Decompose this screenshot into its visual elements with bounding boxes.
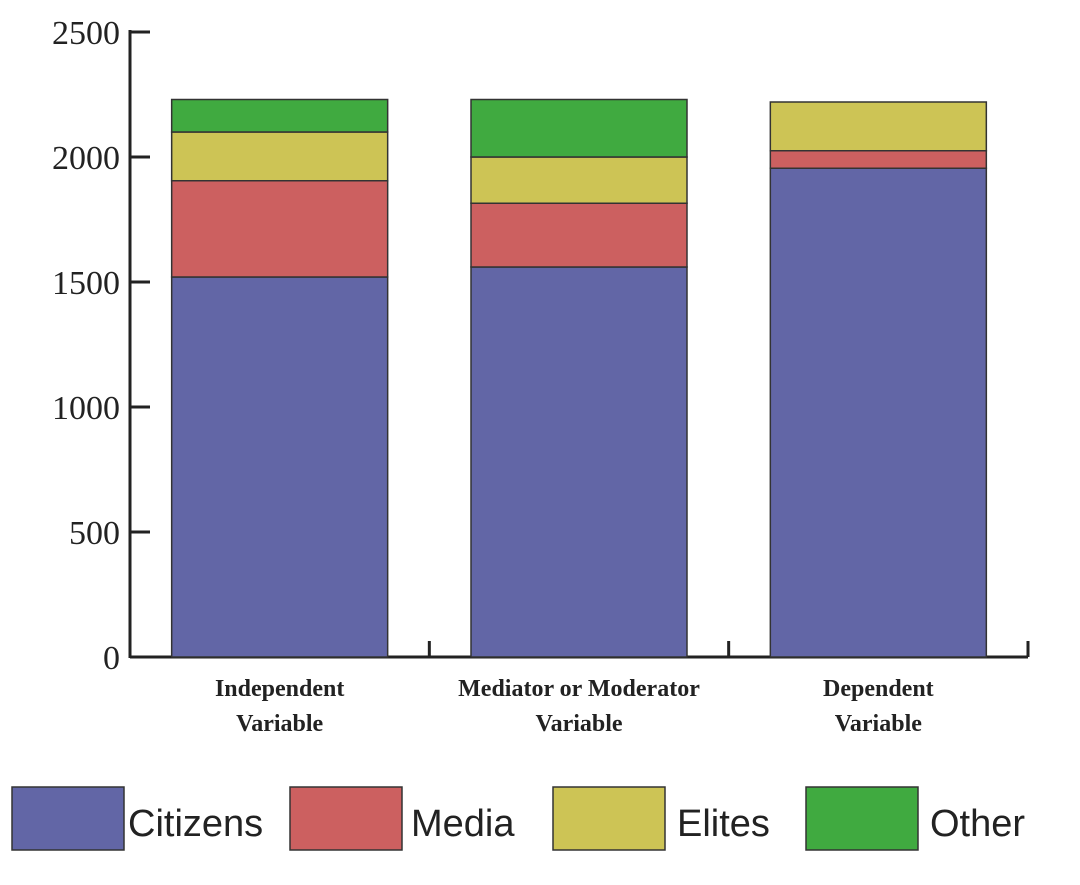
bar-segment-citizens	[170, 276, 389, 658]
bar-segment-elites	[170, 131, 389, 182]
legend-label-elites: Elites	[677, 803, 770, 845]
bar-segment-media	[769, 150, 988, 169]
category-label: Mediator or Moderator	[458, 676, 700, 702]
y-tick-label: 1500	[52, 265, 120, 302]
bar-segment-elites	[769, 101, 988, 152]
y-tick-label: 2000	[52, 140, 120, 177]
bars	[170, 98, 988, 658]
legend-label-media: Media	[411, 803, 515, 845]
category-label: Variable	[236, 711, 323, 737]
y-tick-label: 1000	[52, 390, 120, 427]
y-ticks: 0 500 1000 1500 2000 2500	[52, 15, 150, 677]
x-ticks	[427, 641, 1030, 657]
legend-swatch-other	[805, 786, 919, 851]
category-label: Variable	[835, 711, 922, 737]
legend-swatch-media	[289, 786, 403, 851]
legend-swatch-elites	[552, 786, 666, 851]
bar-segment-citizens	[769, 167, 988, 658]
bar-segment-citizens	[470, 266, 688, 658]
bar-segment-elites	[470, 156, 688, 204]
bar-segment-other	[170, 98, 389, 133]
category-labels: Independent Variable Mediator or Moderator…	[215, 676, 934, 737]
bar-segment-other	[470, 98, 688, 158]
legend-swatch-citizens	[11, 786, 125, 851]
legend-label-other: Other	[930, 803, 1025, 845]
bar-segment-media	[470, 202, 688, 268]
category-label: Independent	[215, 676, 344, 702]
y-tick-label: 2500	[52, 15, 120, 52]
bar-segment-media	[170, 180, 389, 278]
category-label: Variable	[535, 711, 622, 737]
legend-label-citizens: Citizens	[128, 803, 263, 845]
category-label: Dependent	[823, 676, 934, 702]
y-tick-label: 0	[103, 640, 120, 677]
legend: Citizens Media Elites Other	[11, 786, 1025, 851]
y-tick-label: 500	[69, 515, 120, 552]
